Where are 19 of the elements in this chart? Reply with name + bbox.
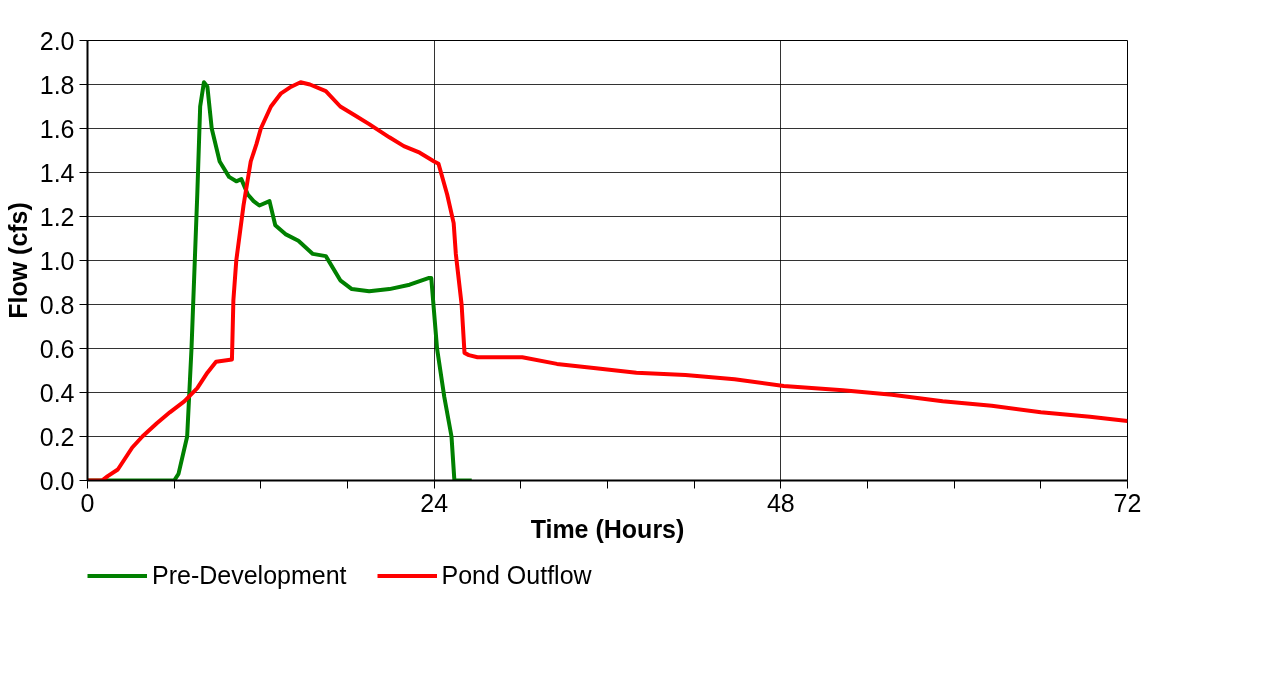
y-tick-label: 0.2 <box>39 422 75 451</box>
x-tick-label: 0 <box>80 488 95 517</box>
x-tick-label: 48 <box>766 488 795 517</box>
x-tick-label: 24 <box>420 488 449 517</box>
y-tick-label: 1.6 <box>39 114 75 143</box>
y-tick-label: 1.0 <box>39 246 75 275</box>
y-axis-title: Flow (cfs) <box>3 202 32 319</box>
y-tick-label: 1.8 <box>39 70 75 99</box>
y-tick-label: 0.6 <box>39 334 75 363</box>
legend-label: Pre-Development <box>152 560 347 590</box>
y-tick-label: 1.4 <box>39 158 75 187</box>
y-tick-label: 0.4 <box>39 378 75 407</box>
y-tick-label: 0.8 <box>39 290 75 319</box>
x-tick-label: 72 <box>1113 488 1142 517</box>
x-axis-title: Time (Hours) <box>530 514 685 543</box>
y-tick-label: 2.0 <box>39 26 75 55</box>
y-tick-label: 1.2 <box>39 202 75 231</box>
y-tick-label: 0.0 <box>39 466 75 495</box>
legend-label: Pond Outflow <box>441 560 592 590</box>
